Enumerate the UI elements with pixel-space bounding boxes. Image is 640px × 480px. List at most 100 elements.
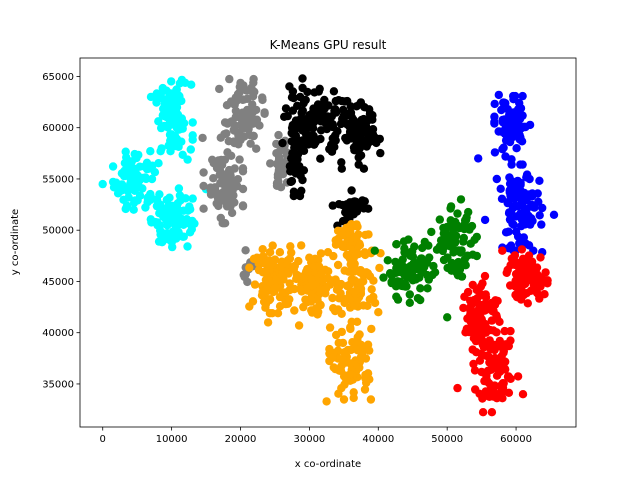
x-tick-label: 40000 [362, 434, 394, 445]
cluster-3-point [285, 286, 294, 295]
cluster-4-point [454, 257, 463, 267]
cluster-3-point [344, 282, 353, 291]
cluster-5-point [519, 122, 529, 131]
cluster-2-point [337, 96, 347, 106]
cluster-6-point [478, 279, 487, 288]
cluster-6-point [496, 367, 505, 376]
cluster-5-point [508, 132, 517, 142]
cluster-0-point [108, 162, 118, 171]
cluster-3-point [307, 281, 316, 290]
cluster-0-point [129, 205, 138, 214]
cluster-2-point [316, 154, 325, 163]
cluster-3-point [327, 278, 337, 287]
cluster-4-point [408, 247, 417, 256]
cluster-4-point [446, 202, 456, 211]
cluster-3-point [340, 380, 349, 389]
cluster-1-point [249, 74, 258, 84]
cluster-3-point [350, 233, 359, 242]
cluster-4-point [439, 223, 448, 233]
cluster-6-point [486, 385, 495, 394]
cluster-4-point [447, 258, 456, 268]
cluster-2-point [298, 74, 307, 83]
cluster-2-point [287, 176, 297, 186]
cluster-4-point [436, 236, 446, 245]
cluster-3-point [315, 300, 325, 309]
cluster-0-point [154, 159, 163, 168]
cluster-3-point [361, 250, 370, 260]
cluster-4-point [396, 263, 405, 272]
cluster-0-point [135, 191, 145, 200]
cluster-1-point [225, 74, 234, 84]
cluster-5-point [474, 154, 483, 163]
cluster-0-point [172, 103, 182, 112]
cluster-6-point [495, 342, 504, 351]
cluster-0-point [157, 123, 166, 133]
cluster-5-point [507, 160, 516, 169]
cluster-0-point [119, 195, 128, 204]
cluster-4-point [463, 251, 472, 260]
cluster-2-point [305, 123, 315, 132]
cluster-1-point [220, 130, 229, 139]
y-tick-label: 60000 [42, 123, 74, 134]
cluster-1-point [235, 155, 244, 164]
cluster-3-point [275, 292, 285, 302]
cluster-5-point [505, 179, 515, 188]
cluster-6-point [501, 357, 510, 366]
cluster-3-point [245, 302, 254, 311]
cluster-3-point [265, 295, 275, 304]
cluster-3-point [325, 349, 334, 358]
cluster-6-point [506, 326, 515, 336]
cluster-0-point [167, 77, 176, 86]
cluster-2-point [328, 201, 337, 210]
cluster-6-point [518, 270, 527, 279]
cluster-5-point [497, 105, 506, 115]
cluster-1-point [199, 204, 208, 213]
cluster-3-point [307, 275, 316, 284]
cluster-3-point [299, 302, 308, 312]
cluster-0-point [141, 173, 150, 182]
cluster-0-point [134, 150, 143, 160]
cluster-0-point [157, 206, 166, 215]
x-tick-label: 0 [100, 434, 106, 445]
cluster-3-point [356, 268, 365, 277]
cluster-1-point [228, 179, 237, 189]
cluster-3-point [336, 289, 345, 298]
cluster-3-point [305, 253, 314, 262]
cluster-1-point [222, 202, 232, 211]
cluster-5-point [498, 145, 507, 154]
cluster-0-point [161, 212, 170, 222]
cluster-0-point [183, 206, 193, 215]
cluster-2-point [344, 132, 354, 141]
cluster-4-point [459, 237, 468, 246]
cluster-3-point [338, 338, 348, 348]
x-axis-label: x co-ordinate [295, 459, 361, 470]
cluster-6-point [532, 264, 541, 273]
cluster-2-point [297, 142, 306, 151]
cluster-3-point [363, 301, 372, 310]
cluster-0-point [120, 182, 129, 192]
cluster-0-point [154, 237, 164, 246]
cluster-1-point [220, 118, 230, 127]
cluster-2-point [349, 210, 358, 219]
cluster-5-point [499, 98, 509, 107]
cluster-5-point [510, 201, 519, 211]
cluster-2-point [356, 151, 366, 160]
y-tick-label: 55000 [42, 174, 74, 185]
cluster-4-point [400, 279, 410, 288]
y-tick-label: 40000 [42, 328, 74, 339]
cluster-2-point [295, 191, 305, 201]
cluster-6-point [536, 277, 545, 286]
cluster-1-point [230, 138, 239, 148]
cluster-0-point [98, 179, 107, 189]
cluster-6-point [527, 257, 537, 266]
cluster-2-point [339, 105, 348, 115]
cluster-4-point [467, 221, 477, 231]
cluster-6-point [477, 300, 486, 310]
cluster-1-point [258, 93, 267, 102]
cluster-2-point [310, 88, 319, 97]
cluster-2-point [287, 128, 296, 138]
cluster-4-point [447, 266, 456, 275]
cluster-0-point [172, 85, 181, 94]
cluster-3-point [320, 285, 329, 294]
cluster-2-point [309, 131, 318, 140]
